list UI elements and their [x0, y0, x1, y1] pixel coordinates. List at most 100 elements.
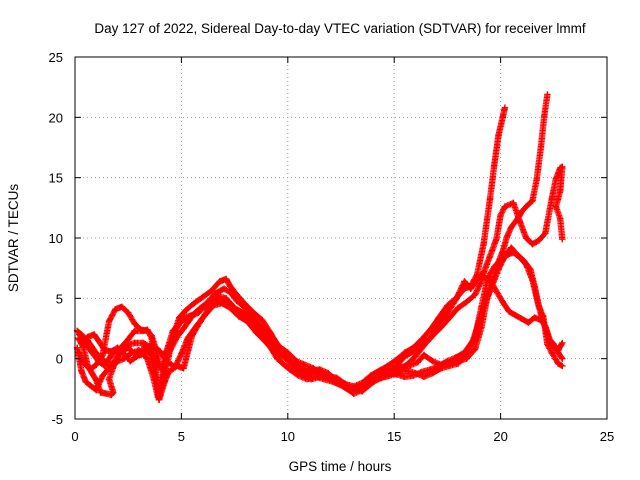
- data-point: [125, 309, 132, 317]
- data-point: [427, 366, 434, 373]
- data-point: [535, 303, 543, 310]
- data-point: [110, 360, 117, 367]
- data-point: [529, 197, 536, 204]
- data-point: [301, 361, 309, 368]
- data-point: [195, 309, 202, 317]
- data-point: [163, 348, 170, 355]
- data-point: [401, 353, 409, 360]
- data-point: [180, 365, 187, 372]
- data-point: [542, 229, 549, 237]
- data-point: [537, 143, 545, 150]
- data-point: [316, 366, 323, 373]
- data-point: [444, 357, 451, 365]
- data-point: [131, 320, 138, 327]
- data-point: [501, 252, 509, 260]
- data-point: [120, 355, 128, 362]
- data-point: [410, 372, 417, 379]
- data-point: [231, 305, 238, 313]
- data-point: [420, 373, 428, 380]
- data-point: [299, 368, 306, 376]
- data-point: [222, 275, 230, 283]
- data-point: [518, 208, 526, 215]
- data-point: [173, 333, 181, 341]
- data-point: [227, 289, 234, 296]
- data-point: [248, 319, 255, 326]
- data-point: [239, 314, 247, 321]
- data-point: [190, 299, 198, 307]
- data-point: [197, 318, 204, 325]
- data-point: [531, 283, 538, 290]
- y-tick-label: 20: [49, 110, 63, 125]
- y-tick-label: 15: [49, 171, 63, 186]
- data-point: [222, 299, 230, 307]
- data-point: [552, 175, 560, 183]
- data-point: [505, 308, 513, 315]
- data-point: [554, 349, 562, 356]
- data-point: [486, 252, 494, 260]
- data-point: [469, 337, 477, 344]
- data-point: [333, 378, 340, 385]
- data-point: [188, 332, 196, 339]
- data-point: [522, 203, 530, 210]
- data-point: [139, 339, 147, 347]
- data-point: [554, 360, 562, 367]
- data-point: [290, 362, 298, 370]
- data-point: [418, 368, 426, 376]
- data-point: [501, 203, 509, 210]
- data-point: [173, 362, 181, 370]
- data-point: [491, 162, 498, 169]
- data-point: [350, 390, 357, 397]
- data-point: [342, 384, 349, 391]
- data-point: [325, 369, 332, 377]
- data-point: [461, 278, 468, 285]
- data-point: [463, 298, 470, 306]
- data-point: [127, 350, 134, 358]
- data-point: [233, 297, 240, 304]
- data-point: [548, 349, 555, 356]
- data-point: [395, 366, 402, 373]
- data-point: [144, 348, 151, 355]
- data-point: [410, 348, 417, 355]
- data-point: [88, 349, 96, 356]
- data-point: [420, 351, 428, 359]
- data-point: [437, 324, 445, 331]
- data-point: [359, 386, 366, 394]
- data-points: [73, 91, 566, 403]
- data-point: [318, 372, 326, 379]
- data-point: [429, 369, 436, 377]
- data-point: [103, 390, 111, 397]
- data-point: [480, 273, 487, 280]
- data-point: [493, 236, 500, 243]
- data-point: [559, 163, 566, 171]
- data-point: [93, 386, 100, 394]
- data-point: [420, 342, 428, 349]
- data-point: [486, 277, 494, 284]
- data-point: [529, 240, 536, 248]
- data-point: [84, 333, 91, 341]
- data-point: [403, 361, 411, 368]
- y-tick-label: 10: [49, 231, 63, 246]
- data-point: [497, 211, 504, 219]
- data-point: [90, 331, 98, 338]
- data-point: [429, 357, 436, 365]
- data-point: [367, 378, 374, 385]
- data-point: [454, 304, 462, 312]
- data-point: [131, 339, 138, 347]
- data-point: [207, 287, 215, 295]
- data-point: [308, 375, 315, 383]
- data-point: [512, 312, 519, 319]
- data-point: [155, 396, 163, 403]
- data-point: [99, 351, 106, 359]
- data-point: [282, 355, 289, 362]
- data-point: [544, 91, 551, 98]
- data-point: [446, 314, 453, 321]
- data-point: [533, 175, 540, 183]
- data-point: [293, 357, 300, 365]
- y-tick-label: 5: [56, 291, 63, 306]
- data-point: [539, 313, 547, 320]
- data-point: [110, 389, 117, 396]
- data-point: [101, 362, 108, 370]
- data-point: [152, 366, 160, 373]
- data-point: [135, 347, 143, 354]
